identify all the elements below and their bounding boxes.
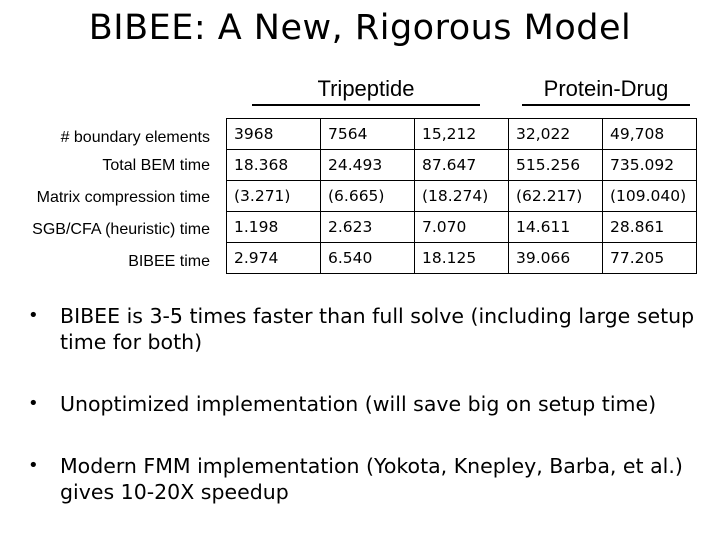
table-cell: 2.974	[226, 242, 321, 274]
bullet-dot: •	[28, 305, 39, 326]
table-cell: 1.198	[226, 211, 321, 243]
group-header-label: Protein-Drug	[543, 76, 669, 101]
table-cell: 24.493	[320, 149, 415, 181]
table-cell: 14.611	[508, 211, 603, 243]
bullet-dot: •	[28, 393, 39, 414]
table-row: 18.368 24.493 87.647 515.256 735.092	[226, 149, 697, 181]
table-cell: 7.070	[414, 211, 509, 243]
table-cell: (3.271)	[226, 180, 321, 212]
table-cell: 18.368	[226, 149, 321, 181]
table-cell: 49,708	[602, 118, 697, 150]
table-row: 3968 7564 15,212 32,022 49,708	[226, 118, 697, 150]
table-cell: 39.066	[508, 242, 603, 274]
bullet-item: • BIBEE is 3-5 times faster than full so…	[28, 303, 708, 355]
table-row: 1.198 2.623 7.070 14.611 28.861	[226, 211, 697, 243]
row-label-boundary-elements: # boundary elements	[60, 129, 210, 146]
bullet-text: Modern FMM implementation (Yokota, Knepl…	[60, 454, 683, 504]
slide-title: BIBEE: A New, Rigorous Model	[88, 8, 632, 48]
row-label-matrix-compression-time: Matrix compression time	[36, 189, 210, 206]
bullet-list: • BIBEE is 3-5 times faster than full so…	[28, 303, 708, 505]
group-header-protein-drug: Protein-Drug	[522, 76, 690, 106]
table-cell: 6.540	[320, 242, 415, 274]
table-cell: (6.665)	[320, 180, 415, 212]
table-row: (3.271) (6.665) (18.274) (62.217) (109.040)	[226, 180, 697, 212]
table-cell: 735.092	[602, 149, 697, 181]
bullet-text: Unoptimized implementation (will save bi…	[60, 392, 657, 416]
row-label-total-bem-time: Total BEM time	[102, 157, 210, 174]
bullet-item: • Unoptimized implementation (will save …	[28, 391, 708, 417]
bullet-dot: •	[28, 455, 39, 476]
table-row: 2.974 6.540 18.125 39.066 77.205	[226, 242, 697, 274]
table-cell: 28.861	[602, 211, 697, 243]
table-cell: 32,022	[508, 118, 603, 150]
bullet-item: • Modern FMM implementation (Yokota, Kne…	[28, 453, 708, 505]
timing-table: 3968 7564 15,212 32,022 49,708 18.368 24.493 87…	[226, 118, 697, 274]
group-header-label: Tripeptide	[317, 76, 415, 101]
table-cell: 3968	[226, 118, 321, 150]
timing-table-body: 3968 7564 15,212 32,022 49,708 18.368 24.493 87…	[226, 118, 697, 274]
table-cell: (62.217)	[508, 180, 603, 212]
table-cell: (109.040)	[602, 180, 697, 212]
group-underline	[252, 104, 480, 106]
table-cell: 18.125	[414, 242, 509, 274]
table-cell: 15,212	[414, 118, 509, 150]
table-cell: (18.274)	[414, 180, 509, 212]
bullet-text: BIBEE is 3-5 times faster than full solv…	[60, 304, 695, 354]
table-cell: 7564	[320, 118, 415, 150]
row-label-sgb-cfa-time: SGB/CFA (heuristic) time	[32, 221, 210, 238]
group-underline	[522, 104, 690, 106]
table-cell: 87.647	[414, 149, 509, 181]
group-header-tripeptide: Tripeptide	[252, 76, 480, 106]
row-label-bibee-time: BIBEE time	[128, 253, 210, 270]
table-cell: 515.256	[508, 149, 603, 181]
table-cell: 2.623	[320, 211, 415, 243]
table-cell: 77.205	[602, 242, 697, 274]
